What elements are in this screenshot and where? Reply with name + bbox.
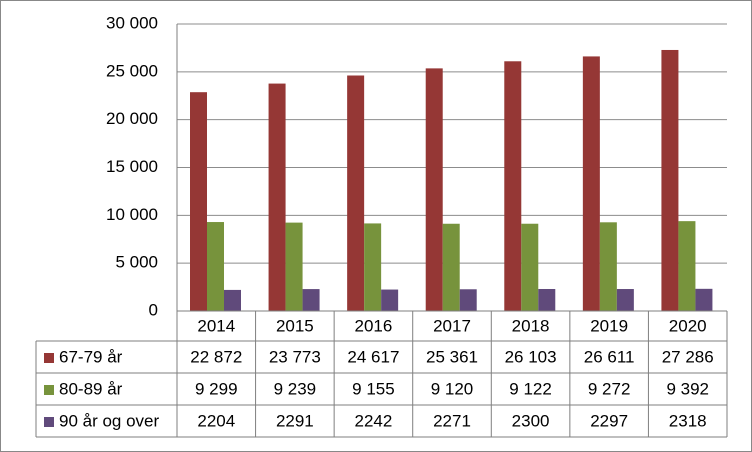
data-table-value: 9 299 [195, 379, 238, 398]
bar [504, 61, 522, 312]
bar [599, 222, 617, 311]
data-table-value: 2271 [433, 411, 471, 430]
bar [381, 289, 399, 311]
bar [695, 288, 713, 311]
bar [224, 289, 241, 311]
legend-label: 80-89 år [59, 379, 123, 398]
bar [459, 289, 477, 311]
bar [661, 49, 679, 312]
x-tick-label: 2020 [669, 316, 707, 335]
data-table-value: 22 872 [190, 347, 242, 366]
data-table-value: 2297 [590, 411, 628, 430]
legend-label: 90 år og over [59, 411, 160, 430]
bar [364, 223, 382, 311]
bar [268, 83, 286, 312]
x-tick-label: 2015 [276, 316, 314, 335]
legend-key [44, 385, 54, 395]
data-table-value: 9 392 [666, 379, 709, 398]
x-tick-label: 2016 [355, 316, 393, 335]
y-tick-label: 5 000 [115, 253, 158, 272]
data-table-value: 2318 [669, 411, 707, 430]
legend-label: 67-79 år [59, 347, 123, 366]
y-tick-label: 15 000 [106, 157, 158, 176]
data-table-value: 24 617 [347, 347, 399, 366]
data-table-value: 2242 [355, 411, 393, 430]
bar [302, 289, 320, 311]
y-tick-label: 30 000 [106, 13, 158, 32]
bar [190, 92, 207, 312]
bar [538, 288, 556, 311]
data-table-value: 23 773 [269, 347, 321, 366]
data-table-value: 2300 [512, 411, 550, 430]
bar [521, 223, 539, 311]
data-table-value: 2291 [276, 411, 314, 430]
data-table-value: 26 103 [505, 347, 557, 366]
legend-key [44, 353, 54, 363]
x-tick-label: 2019 [590, 316, 628, 335]
data-table-value: 26 611 [584, 347, 635, 366]
bar [678, 221, 696, 311]
bar [425, 68, 443, 312]
bar [347, 75, 365, 311]
y-tick-label: 25 000 [106, 61, 158, 80]
data-table-value: 27 286 [662, 347, 714, 366]
x-tick-label: 2014 [197, 316, 235, 335]
data-table-value: 9 272 [588, 379, 631, 398]
x-tick-label: 2017 [433, 316, 471, 335]
data-table-value: 9 155 [352, 379, 395, 398]
legend-key [44, 417, 54, 427]
x-tick-label: 2018 [512, 316, 550, 335]
bar [207, 222, 224, 311]
y-tick-label: 20 000 [106, 109, 158, 128]
data-table-value: 2204 [197, 411, 235, 430]
data-table-value: 9 239 [274, 379, 317, 398]
data-table-value: 25 361 [426, 347, 478, 366]
data-table-value: 9 120 [431, 379, 474, 398]
data-table-value: 9 122 [509, 379, 552, 398]
bar [616, 289, 634, 311]
bar [582, 56, 600, 311]
bar [285, 222, 303, 311]
y-tick-label: 0 [149, 300, 158, 319]
bar [442, 223, 460, 311]
y-tick-label: 10 000 [106, 205, 158, 224]
